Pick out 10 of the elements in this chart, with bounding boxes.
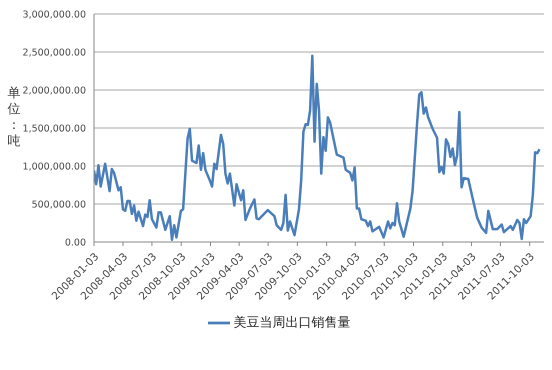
- y-axis-title: 单位：吨: [6, 86, 22, 150]
- y-tick-label: 500,000.00: [32, 199, 86, 210]
- y-tick-label: 1,000,000.00: [22, 161, 86, 172]
- legend-label: 美豆当周出口销售量: [234, 316, 350, 331]
- y-tick-label: 2,000,000.00: [22, 85, 86, 96]
- y-tick-label: 1,500,000.00: [22, 123, 86, 134]
- y-tick-label: 0.00: [64, 237, 86, 248]
- y-tick-label: 2,500,000.00: [22, 47, 86, 58]
- line-series: [94, 54, 541, 241]
- y-tick-label: 3,000,000.00: [22, 9, 86, 20]
